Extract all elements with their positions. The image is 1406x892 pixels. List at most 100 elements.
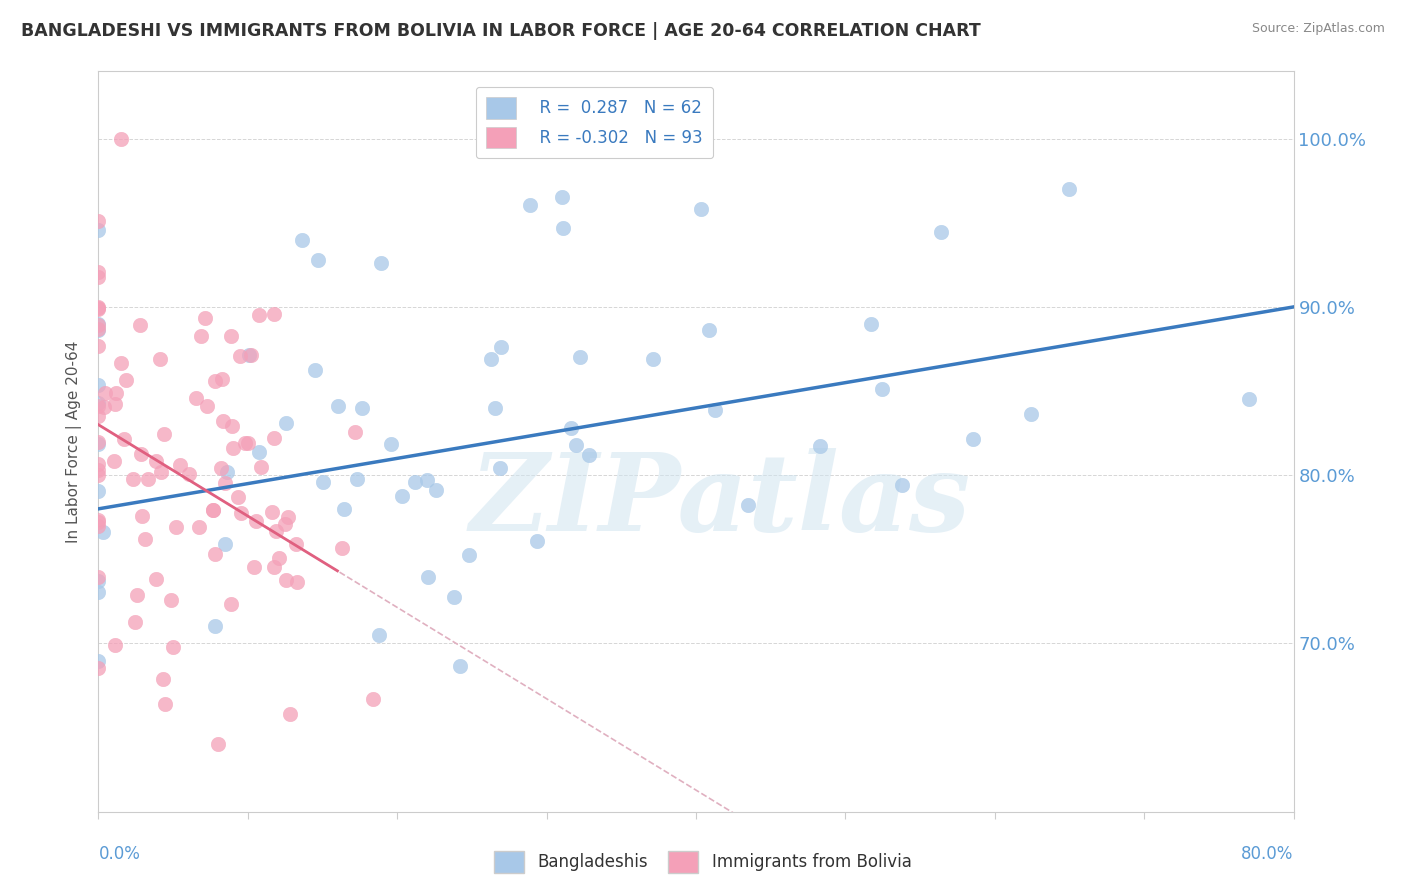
Point [425, 483, 447, 497]
Point [565, 438, 588, 452]
Point [404, 475, 426, 489]
Point [578, 448, 600, 462]
Point [489, 339, 512, 353]
Point [112, 432, 135, 446]
Point [87, 399, 110, 413]
Point [219, 597, 242, 611]
Point [277, 509, 299, 524]
Point [152, 672, 174, 686]
Point [110, 356, 132, 370]
Point [233, 435, 256, 450]
Point [87, 457, 110, 471]
Point [214, 476, 236, 491]
Point [217, 465, 239, 479]
Point [962, 433, 984, 447]
Point [93, 400, 115, 414]
Point [304, 363, 326, 377]
Text: ZIPatlas: ZIPatlas [470, 448, 970, 554]
Y-axis label: In Labor Force | Age 20-64: In Labor Force | Age 20-64 [66, 341, 83, 542]
Point [104, 397, 127, 411]
Point [87, 570, 110, 584]
Point [219, 328, 242, 343]
Point [145, 572, 167, 586]
Point [87, 318, 110, 332]
Point [124, 615, 146, 630]
Point [870, 382, 893, 396]
Point [209, 461, 232, 475]
Point [87, 483, 110, 498]
Point [87, 317, 110, 331]
Point [136, 472, 159, 486]
Point [207, 738, 229, 752]
Point [291, 233, 314, 247]
Point [274, 416, 297, 430]
Point [221, 442, 243, 456]
Point [179, 467, 201, 481]
Point [211, 414, 233, 428]
Point [201, 503, 224, 517]
Point [221, 419, 243, 434]
Point [202, 503, 225, 517]
Point [87, 463, 110, 477]
Point [568, 350, 591, 364]
Point [87, 300, 110, 314]
Point [131, 508, 153, 523]
Point [1237, 392, 1260, 407]
Point [560, 421, 582, 435]
Point [457, 548, 479, 562]
Point [104, 386, 127, 401]
Point [929, 225, 952, 239]
Point [87, 396, 110, 410]
Point [443, 590, 465, 604]
Point [94, 385, 117, 400]
Point [328, 399, 350, 413]
Point [87, 223, 110, 237]
Point [263, 307, 285, 321]
Point [236, 435, 259, 450]
Point [125, 588, 148, 602]
Point [204, 547, 226, 561]
Point [488, 461, 510, 475]
Point [87, 513, 110, 527]
Point [551, 221, 574, 235]
Point [416, 473, 439, 487]
Point [274, 573, 297, 587]
Point [87, 323, 110, 337]
Point [129, 318, 152, 332]
Point [263, 560, 285, 574]
Point [149, 352, 172, 367]
Point [1059, 182, 1081, 196]
Point [169, 458, 191, 472]
Point [262, 505, 284, 519]
Point [87, 574, 110, 588]
Point [87, 467, 110, 482]
Point [159, 593, 181, 607]
Point [391, 489, 413, 503]
Point [239, 348, 262, 362]
Point [214, 537, 236, 551]
Point [87, 515, 110, 529]
Point [87, 301, 110, 315]
Point [551, 190, 574, 204]
Point [87, 265, 110, 279]
Point [194, 311, 217, 326]
Point [249, 460, 271, 475]
Point [247, 444, 270, 458]
Point [697, 323, 720, 337]
Point [87, 436, 110, 450]
Point [519, 198, 541, 212]
Point [350, 401, 373, 416]
Point [103, 454, 125, 468]
Text: Source: ZipAtlas.com: Source: ZipAtlas.com [1251, 22, 1385, 36]
Point [195, 399, 218, 413]
Point [87, 214, 110, 228]
Point [367, 627, 389, 641]
Point [704, 402, 727, 417]
Point [274, 516, 297, 531]
Point [152, 426, 174, 441]
Point [114, 373, 136, 387]
Point [380, 437, 402, 451]
Point [333, 501, 356, 516]
Point [484, 401, 506, 416]
Point [204, 374, 226, 388]
